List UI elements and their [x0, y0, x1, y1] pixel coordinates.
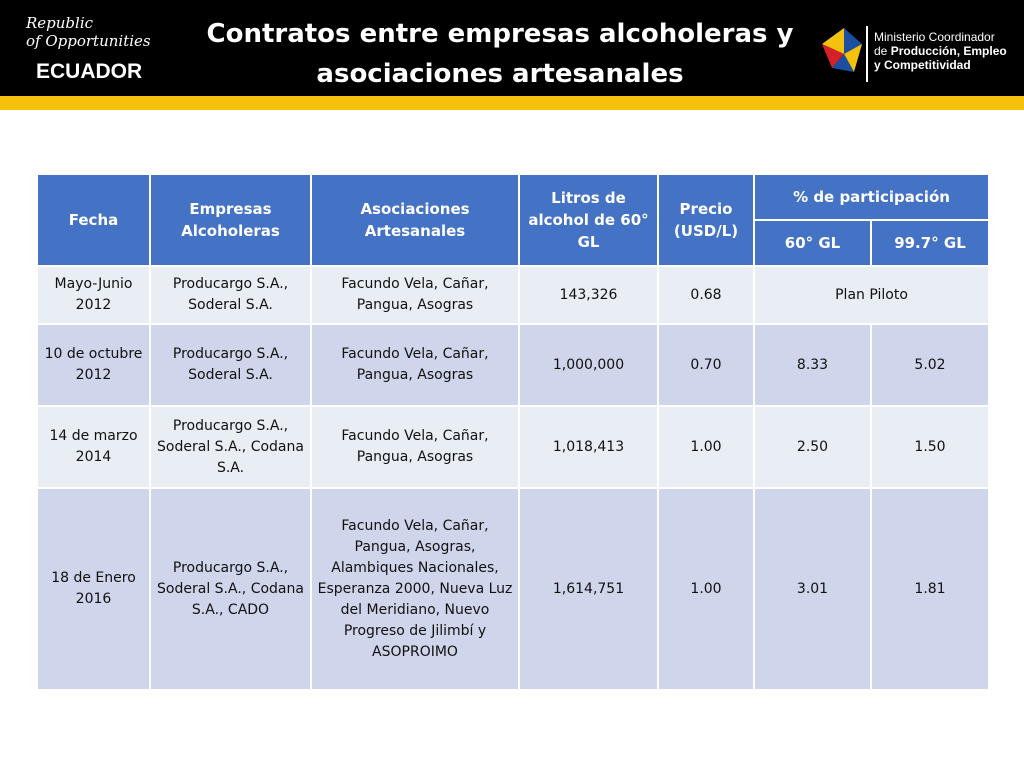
cell-litros: 143,326	[518, 265, 659, 325]
cell-997gl: 1.50	[870, 405, 990, 489]
table-row: 10 de octubre 2012 Producargo S.A., Sode…	[36, 323, 990, 407]
title-line2: asociaciones artesanales	[316, 59, 684, 89]
cell-fecha: 18 de Enero 2016	[36, 487, 151, 691]
cell-empresas: Producargo S.A., Soderal S.A.	[149, 265, 312, 325]
cell-litros: 1,018,413	[518, 405, 659, 489]
cell-participacion: Plan Piloto	[753, 265, 990, 325]
cell-precio: 1.00	[657, 405, 755, 489]
cell-precio: 0.68	[657, 265, 755, 325]
cell-asociaciones: Facundo Vela, Cañar, Pangua, Asogras	[310, 323, 520, 407]
cell-60gl: 8.33	[753, 323, 872, 407]
header-fecha: Fecha	[36, 173, 151, 267]
ministry-emblem-icon	[822, 28, 862, 72]
cell-997gl: 1.81	[870, 487, 990, 691]
header-997gl: 99.7° GL	[870, 219, 990, 267]
cell-60gl: 3.01	[753, 487, 872, 691]
cell-asociaciones: Facundo Vela, Cañar, Pangua, Asogras, Al…	[310, 487, 520, 691]
cell-empresas: Producargo S.A., Soderal S.A.	[149, 323, 312, 407]
cell-997gl: 5.02	[870, 323, 990, 407]
ministry-line1: Ministerio Coordinador	[874, 30, 995, 44]
header-participacion: % de participación	[753, 173, 990, 221]
ministry-line2-prefix: de	[874, 44, 891, 58]
cell-asociaciones: Facundo Vela, Cañar, Pangua, Asogras	[310, 405, 520, 489]
cell-litros: 1,000,000	[518, 323, 659, 407]
header-litros: Litros de alcohol de 60° GL	[518, 173, 659, 267]
header-60gl: 60° GL	[753, 219, 872, 267]
cell-litros: 1,614,751	[518, 487, 659, 691]
contracts-table: Fecha Empresas Alcoholeras Asociaciones …	[36, 173, 990, 691]
cell-fecha: Mayo-Junio 2012	[36, 265, 151, 325]
ministry-line2-bold: Producción, Empleo	[890, 44, 1007, 58]
ecuador-logo: Republic of Opportunities ECUADOR	[26, 14, 166, 84]
cell-fecha: 14 de marzo 2014	[36, 405, 151, 489]
page-title: Contratos entre empresas alcoholeras y a…	[180, 14, 820, 94]
header-empresas: Empresas Alcoholeras	[149, 173, 312, 267]
header-precio: Precio (USD/L)	[657, 173, 755, 267]
cell-precio: 1.00	[657, 487, 755, 691]
cell-60gl: 2.50	[753, 405, 872, 489]
logo-script-line1: Republic	[26, 14, 94, 32]
logo-divider	[866, 26, 868, 82]
ministry-line2: de Producción, Empleo	[874, 44, 1007, 58]
table-row: 14 de marzo 2014 Producargo S.A., Sodera…	[36, 405, 990, 489]
table-row: Mayo-Junio 2012 Producargo S.A., Soderal…	[36, 265, 990, 325]
cell-precio: 0.70	[657, 323, 755, 407]
header-bar: Republic of Opportunities ECUADOR Contra…	[0, 0, 1024, 96]
ministry-line3: y Competitividad	[874, 58, 971, 72]
cell-fecha: 10 de octubre 2012	[36, 323, 151, 407]
logo-script-line2: of Opportunities	[26, 32, 151, 50]
cell-empresas: Producargo S.A., Soderal S.A., Codana S.…	[149, 405, 312, 489]
logo-country: ECUADOR	[36, 60, 143, 83]
ministry-logo: Ministerio Coordinador de Producción, Em…	[818, 24, 1018, 84]
title-line1: Contratos entre empresas alcoholeras y	[206, 19, 794, 49]
header-stripe	[0, 96, 1024, 110]
cell-empresas: Producargo S.A., Soderal S.A., Codana S.…	[149, 487, 312, 691]
header-asociaciones: Asociaciones Artesanales	[310, 173, 520, 267]
cell-asociaciones: Facundo Vela, Cañar, Pangua, Asogras	[310, 265, 520, 325]
table-row: 18 de Enero 2016 Producargo S.A., Sodera…	[36, 487, 990, 691]
